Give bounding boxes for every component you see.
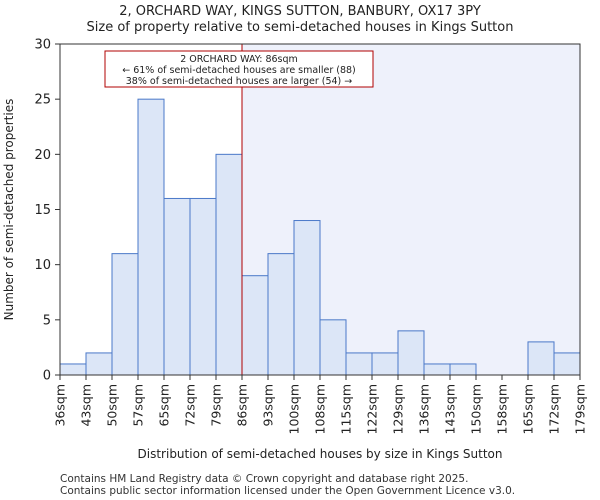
y-tick-label: 15 <box>34 203 51 218</box>
x-tick-label: 43sqm <box>79 384 94 427</box>
bar-50sqm <box>111 253 139 376</box>
x-tick-label: 57sqm <box>131 384 146 427</box>
bar-79sqm <box>215 153 243 376</box>
x-tick-label: 72sqm <box>183 384 198 427</box>
x-axis-label: Distribution of semi-detached houses by … <box>138 447 503 461</box>
bar-65sqm <box>163 197 191 376</box>
chart-subtitle: Size of property relative to semi-detach… <box>86 20 514 35</box>
x-tick-label: 36sqm <box>53 384 68 427</box>
bar-93sqm <box>267 253 295 376</box>
annotation-line-1: 2 ORCHARD WAY: 86sqm <box>180 54 298 65</box>
x-tick-label: 136sqm <box>417 384 432 434</box>
bar-136sqm <box>423 363 451 376</box>
footer-licence: Contains public sector information licen… <box>60 485 516 497</box>
annotation-box: 2 ORCHARD WAY: 86sqm ← 61% of semi-detac… <box>104 50 374 88</box>
x-tick-label: 100sqm <box>287 384 302 434</box>
x-tick-label: 50sqm <box>105 384 120 427</box>
x-tick-label: 93sqm <box>261 384 276 427</box>
bar-36sqm <box>59 363 87 376</box>
footer-copyright: Contains HM Land Registry data © Crown c… <box>60 473 469 485</box>
chart-title: 2, ORCHARD WAY, KINGS SUTTON, BANBURY, O… <box>119 4 481 19</box>
y-tick-label: 25 <box>34 93 51 108</box>
bar-115sqm <box>345 352 373 376</box>
x-tick-label: 172sqm <box>547 384 562 434</box>
bar-43sqm <box>85 352 113 376</box>
x-tick-label: 158sqm <box>495 384 510 434</box>
x-tick-label: 115sqm <box>339 384 354 434</box>
x-tick-label: 79sqm <box>209 384 224 427</box>
annotation-frame <box>104 50 374 88</box>
bar-group <box>59 98 581 376</box>
bar-86sqm <box>241 275 269 376</box>
x-tick-label: 65sqm <box>157 384 172 427</box>
x-tick-label: 179sqm <box>573 384 588 434</box>
bar-172sqm <box>553 352 581 376</box>
annotation-line-2: ← 61% of semi-detached houses are smalle… <box>122 65 356 76</box>
x-axis: 36sqm 43sqm 50sqm 57sqm 65sqm 72sqm 79sqm 86sqm… <box>53 375 588 434</box>
x-tick-label: 150sqm <box>469 384 484 434</box>
annotation-line-3: 38% of semi-detached houses are larger (… <box>126 76 353 87</box>
x-tick-label: 129sqm <box>391 384 406 434</box>
bar-122sqm <box>371 352 399 376</box>
bar-72sqm <box>189 197 217 376</box>
bar-143sqm <box>449 363 477 376</box>
bar-108sqm <box>319 319 347 376</box>
bar-100sqm <box>293 220 321 376</box>
bar-129sqm <box>397 330 425 376</box>
y-tick-label: 10 <box>34 258 51 273</box>
histogram-chart: 0 5 10 15 20 25 30 36sqm 43sqm 50sqm 57sqm 65sqm 72… <box>2 38 588 462</box>
x-tick-label: 86sqm <box>235 384 250 427</box>
y-axis-label: Number of semi-detached properties <box>2 99 16 321</box>
y-tick-label: 5 <box>43 313 51 328</box>
y-tick-label: 30 <box>34 38 51 53</box>
bar-165sqm <box>527 341 555 376</box>
x-tick-label: 122sqm <box>365 384 380 434</box>
bar-57sqm <box>137 98 165 376</box>
y-tick-label: 20 <box>34 148 51 163</box>
y-axis: 0 5 10 15 20 25 30 <box>34 38 60 384</box>
x-tick-label: 143sqm <box>443 384 458 434</box>
x-tick-label: 165sqm <box>521 384 536 434</box>
x-tick-label: 108sqm <box>313 384 328 434</box>
y-tick-label: 0 <box>43 369 51 384</box>
